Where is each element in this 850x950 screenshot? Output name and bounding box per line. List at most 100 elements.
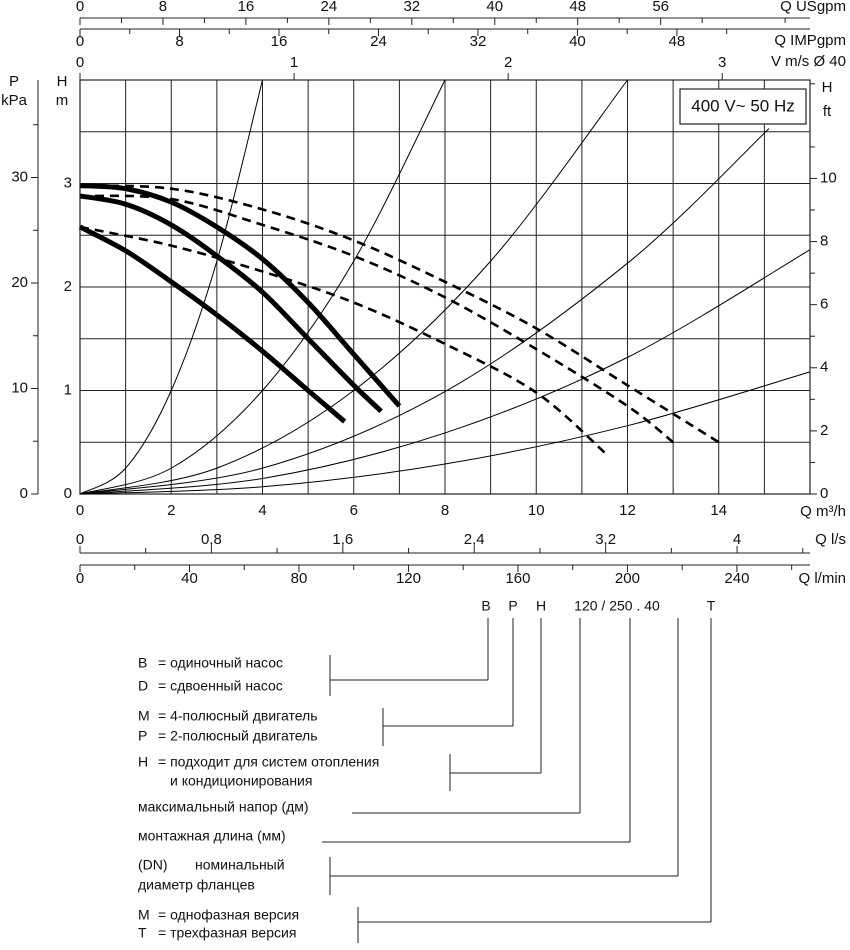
dashed-curve (79, 184, 720, 444)
tick-label: 2 (820, 422, 828, 439)
description: диаметр фланцев (138, 877, 255, 893)
tick-label: 16 (271, 33, 288, 50)
tick-label: 120 (396, 570, 421, 587)
solid-curve (79, 193, 383, 414)
axis-label: Q USgpm (780, 0, 846, 15)
tick-label: 40 (486, 0, 503, 15)
tick-label: 32 (403, 0, 420, 15)
tick-label: 10 (11, 379, 28, 396)
tick-label: 1,6 (332, 531, 353, 548)
tick-label: 4 (733, 531, 741, 548)
description: максимальный напор (дм) (138, 799, 309, 815)
thin-curve (79, 371, 811, 495)
tick-label: 30 (11, 168, 28, 185)
code-part: B (481, 598, 490, 614)
description: = одиночный насос (158, 655, 283, 671)
tick-label: 0,8 (201, 531, 222, 548)
tick-label: 24 (321, 0, 338, 15)
description: = трехфазная версия (158, 925, 296, 941)
tick-label: 56 (652, 0, 669, 15)
code-part: 120 / 250 . 40 (574, 598, 660, 614)
axis-label: Q l/s (815, 531, 846, 548)
tick-label: 10 (820, 169, 837, 186)
thin-curve (79, 79, 628, 495)
dashed-curve (79, 225, 606, 454)
code-part: P (508, 598, 517, 614)
x-tick-label: 0 (76, 502, 84, 519)
y-tick-label: 3 (64, 174, 72, 191)
code-part: H (536, 598, 546, 614)
description: и кондиционирования (170, 773, 312, 789)
tick-label: 40 (181, 570, 198, 587)
axis-label: V m/s Ø 40 (771, 53, 846, 70)
x-axis-label: Q m³/h (800, 503, 846, 520)
code: D (138, 678, 148, 694)
x-tick-label: 8 (441, 502, 449, 519)
tick-label: 0 (76, 531, 84, 548)
y-tick-label: 0 (64, 485, 72, 502)
code: T (138, 925, 147, 941)
axis-label: Q IMPgpm (774, 32, 846, 49)
axis-label: H (822, 79, 833, 96)
tick-label: 48 (569, 0, 586, 15)
description: = 2-полюсный двигатель (158, 728, 318, 744)
axis-label: ft (823, 103, 832, 120)
tick-label: 8 (159, 0, 167, 15)
axis-label: Q l/min (798, 570, 846, 587)
description: = подходит для систем отопления (158, 754, 379, 770)
tick-label: 8 (175, 33, 183, 50)
tick-label: 48 (669, 33, 686, 50)
code: (DN) (138, 857, 168, 873)
description: = 4-полюсный двигатель (158, 708, 318, 724)
x-tick-label: 2 (167, 502, 175, 519)
tick-label: 40 (569, 33, 586, 50)
code: P (138, 728, 147, 744)
tick-label: 2,4 (464, 531, 485, 548)
y-tick-label: 1 (64, 381, 72, 398)
dashed-curve (79, 194, 674, 444)
tick-label: 0 (76, 570, 84, 587)
thin-curve (79, 79, 263, 495)
tick-label: 0 (20, 485, 28, 502)
tick-label: 0 (76, 54, 84, 71)
tick-label: 32 (470, 33, 487, 50)
tick-label: 6 (820, 296, 828, 313)
description: = сдвоенный насос (158, 678, 283, 694)
y-axis-label: m (56, 92, 69, 109)
x-tick-label: 6 (350, 502, 358, 519)
x-tick-label: 14 (710, 502, 727, 519)
tick-label: 160 (505, 570, 530, 587)
tick-label: 20 (11, 274, 28, 291)
curves (78, 79, 811, 495)
axis-label: P (9, 73, 19, 90)
description: монтажная длина (мм) (138, 828, 286, 844)
grid (79, 80, 810, 495)
axis-label: kPa (1, 92, 28, 109)
tick-label: 3 (718, 54, 726, 71)
tick-label: 0 (76, 33, 84, 50)
x-tick-label: 12 (619, 502, 636, 519)
tick-label: 16 (238, 0, 255, 15)
thin-curve (79, 249, 811, 495)
y-tick-label: 2 (64, 278, 72, 295)
tick-label: 3,2 (595, 531, 616, 548)
tick-label: 2 (504, 54, 512, 71)
tick-label: 24 (370, 33, 387, 50)
solid-curve (78, 224, 347, 424)
code: M (138, 907, 150, 923)
x-tick-label: 4 (258, 502, 266, 519)
description: номинальный (195, 857, 285, 873)
annotation: 400 V~ 50 Hz (691, 96, 795, 115)
tick-label: 200 (615, 570, 640, 587)
solid-curve (79, 183, 402, 408)
tick-label: 4 (820, 359, 828, 376)
tick-label: 240 (724, 570, 749, 587)
tick-label: 80 (291, 570, 308, 587)
y-axis-label: H (57, 73, 68, 90)
tick-label: 0 (76, 0, 84, 15)
description: = однофазная версия (158, 907, 299, 923)
